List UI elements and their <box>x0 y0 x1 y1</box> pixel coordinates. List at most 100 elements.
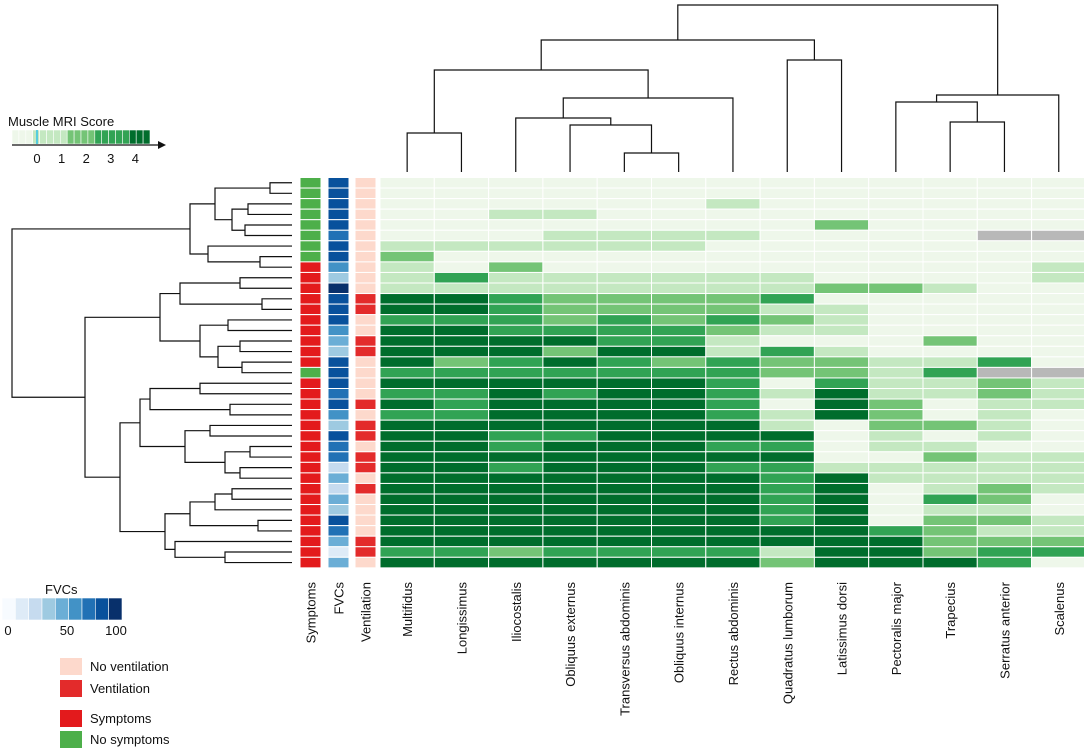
heatmap-cell <box>976 303 1033 316</box>
heatmap-cell <box>651 451 707 463</box>
heatmap-cell <box>705 472 761 484</box>
heatmap-cell <box>1031 514 1084 527</box>
heatmap-cell <box>759 409 815 421</box>
heatmap-cell <box>868 514 924 527</box>
heatmap-cell <box>433 451 490 463</box>
heatmap-cells <box>379 177 1084 569</box>
ventilation-cell <box>354 229 377 242</box>
score-legend-swatch <box>87 129 96 145</box>
heatmap-cell <box>976 482 1033 495</box>
heatmap-cell <box>542 556 598 569</box>
heatmap-cell <box>813 324 870 337</box>
heatmap-cell <box>379 314 435 326</box>
heatmap-cell <box>596 250 653 263</box>
heatmap-cell <box>651 504 707 516</box>
heatmap-cell <box>1031 324 1084 337</box>
heatmap-cell <box>379 250 435 263</box>
heatmap-cell <box>488 345 544 358</box>
heatmap-cell <box>488 335 544 347</box>
heatmap-cell <box>813 377 870 390</box>
heatmap-cell <box>542 525 598 537</box>
heatmap-cell <box>542 198 598 210</box>
heatmap-cell <box>542 356 598 368</box>
heatmap-cell <box>379 271 435 284</box>
heatmap-cell <box>542 250 598 263</box>
heatmap-cell <box>596 440 653 453</box>
row-dendrogram-branch <box>164 513 190 550</box>
heatmap-cell <box>596 504 653 516</box>
heatmap-cell <box>379 324 435 337</box>
ventilation-cell <box>354 261 377 273</box>
category-legend-label: No symptoms <box>90 732 170 747</box>
heatmap-cell <box>868 293 924 305</box>
heatmap-cell <box>922 514 978 527</box>
heatmap-cell <box>976 219 1033 231</box>
heatmap-cell <box>488 314 544 326</box>
heatmap-cell <box>1031 271 1084 284</box>
heatmap-cell <box>922 461 978 474</box>
ventilation-cell <box>354 240 377 252</box>
heatmap-cell <box>433 535 490 548</box>
fvc-cell <box>327 388 350 400</box>
heatmap-cell <box>922 198 978 210</box>
heatmap-cell <box>379 493 435 506</box>
heatmap-cell <box>976 366 1033 379</box>
heatmap-cell <box>976 472 1033 484</box>
heatmap-cell <box>433 409 490 421</box>
heatmap-cell <box>705 525 761 537</box>
heatmap-cell <box>542 546 598 558</box>
fvc-legend-swatch <box>55 597 69 621</box>
fvc-cell <box>327 303 350 316</box>
ventilation-cell <box>354 198 377 210</box>
heatmap-cell <box>433 229 490 242</box>
row-dendrogram-branch <box>149 387 230 411</box>
heatmap-cell <box>813 250 870 263</box>
heatmap-cell <box>488 461 544 474</box>
row-dendrogram-branch <box>214 493 292 511</box>
heatmap-cell <box>1031 461 1084 474</box>
category-legend-swatch <box>60 710 82 727</box>
heatmap-cell <box>1031 250 1084 263</box>
heatmap-cell <box>596 493 653 506</box>
heatmap-cell <box>1031 398 1084 411</box>
heatmap-cell <box>922 324 978 337</box>
heatmap-cell <box>922 314 978 326</box>
ventilation-cell <box>354 419 377 432</box>
symptoms-cell <box>299 440 322 453</box>
column-dendrogram-branch <box>623 152 680 172</box>
heatmap-cell <box>488 514 544 527</box>
heatmap-cell <box>759 198 815 210</box>
heatmap-cell <box>379 409 435 421</box>
row-dendrogram-branch <box>247 203 292 216</box>
annotation-column-label: Ventilation <box>359 582 374 642</box>
symptoms-cell <box>299 324 322 337</box>
heatmap-cell <box>705 261 761 273</box>
heatmap-cell <box>651 514 707 527</box>
heatmap-cell <box>651 535 707 548</box>
muscle-label: Iliocostalis <box>509 582 524 642</box>
heatmap-cell <box>759 535 815 548</box>
heatmap-cell <box>379 535 435 548</box>
heatmap-cell <box>542 398 598 411</box>
heatmap-cell <box>433 366 490 379</box>
score-legend-swatch <box>66 129 75 145</box>
heatmap-cell <box>759 271 815 284</box>
heatmap-cell <box>868 187 924 200</box>
heatmap-cell <box>759 314 815 326</box>
fvc-cell <box>327 398 350 411</box>
heatmap-cell <box>379 303 435 316</box>
symptoms-cell <box>299 514 322 527</box>
symptoms-cell <box>299 293 322 305</box>
heatmap-cell <box>868 504 924 516</box>
heatmap-cell <box>759 261 815 273</box>
heatmap-cell <box>705 377 761 390</box>
symptoms-cell <box>299 177 322 189</box>
heatmap-cell <box>976 282 1033 295</box>
heatmap-cell <box>759 398 815 411</box>
score-legend-swatch <box>11 129 20 145</box>
heatmap-cell <box>596 398 653 411</box>
heatmap-cell <box>759 440 815 453</box>
heatmap-cell <box>813 187 870 200</box>
heatmap-cell <box>922 177 978 189</box>
heatmap-cell <box>433 472 490 484</box>
